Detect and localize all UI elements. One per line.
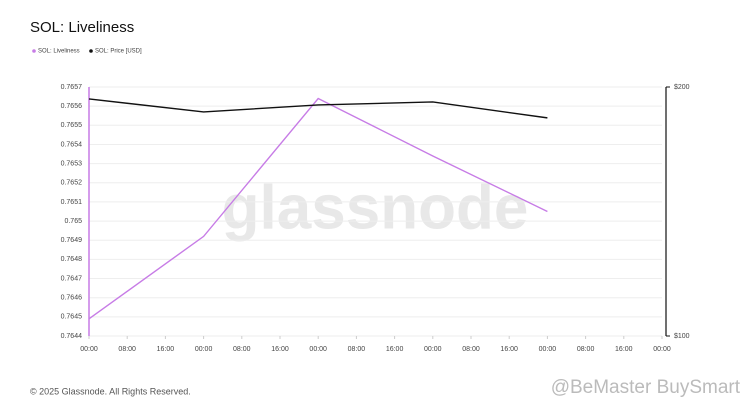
legend-marker (32, 49, 36, 53)
x-tick-label: 08:00 (233, 346, 251, 353)
y-tick-label: 0.7644 (61, 333, 83, 340)
y-tick-label: 0.765 (64, 218, 82, 225)
y2-tick-label: $200 (674, 84, 690, 91)
y-tick-label: 0.7654 (61, 141, 83, 148)
y-tick-label: 0.7647 (61, 275, 83, 282)
x-tick-label: 16:00 (157, 346, 175, 353)
series-line (88, 97, 548, 320)
overlay-watermark: @BeMaster BuySmart (551, 377, 741, 398)
x-tick-label: 00:00 (424, 346, 442, 353)
series-line (88, 98, 548, 119)
y-tick-label: 0.7648 (61, 256, 83, 263)
y-tick-label: 0.7652 (61, 180, 83, 187)
legend-label: SOL: Liveliness (38, 49, 80, 55)
y2-tick-label: $100 (674, 333, 690, 340)
legend-label: SOL: Price [USD] (95, 49, 142, 55)
y-tick-label: 0.7656 (61, 103, 83, 110)
legend-marker (89, 49, 93, 53)
x-tick-label: 08:00 (118, 346, 136, 353)
x-tick-label: 16:00 (500, 346, 518, 353)
y-tick-label: 0.7651 (61, 199, 83, 206)
footer: © 2025 Glassnode. All Rights Reserved. (30, 386, 191, 396)
x-tick-label: 00:00 (195, 346, 213, 353)
x-tick-label: 16:00 (615, 346, 633, 353)
watermark: glassnode (222, 173, 529, 242)
x-tick-label: 08:00 (462, 346, 480, 353)
x-tick-label: 00:00 (309, 346, 327, 353)
y-tick-label: 0.7646 (61, 295, 83, 302)
x-tick-label: 08:00 (577, 346, 595, 353)
x-tick-label: 16:00 (271, 346, 289, 353)
y-tick-label: 0.7655 (61, 122, 83, 129)
chart-title: SOL: Liveliness (30, 19, 134, 36)
x-tick-label: 00:00 (80, 346, 98, 353)
y-tick-label: 0.7653 (61, 160, 83, 167)
y-tick-label: 0.7657 (61, 84, 83, 91)
y-tick-label: 0.7645 (61, 314, 83, 321)
x-tick-label: 08:00 (348, 346, 366, 353)
x-tick-label: 16:00 (386, 346, 404, 353)
y-tick-label: 0.7649 (61, 237, 83, 244)
x-tick-label: 00:00 (539, 346, 557, 353)
x-tick-label: 00:00 (653, 346, 671, 353)
